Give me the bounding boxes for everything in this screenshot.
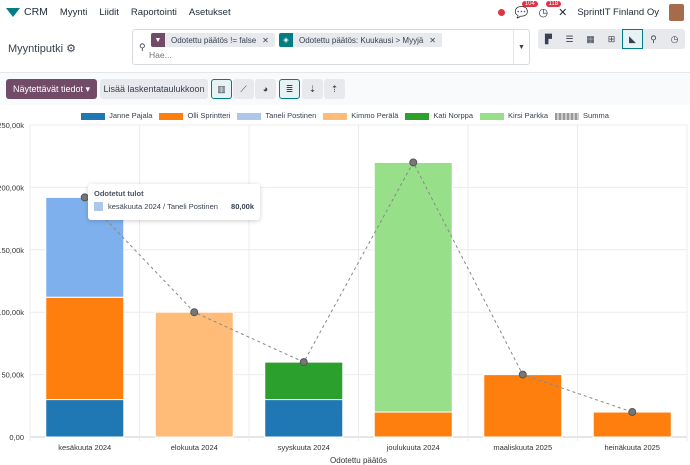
y-tick-label: 0,00 [9,433,24,442]
bar-segment [45,399,125,438]
legend-item[interactable]: Taneli Postinen [237,111,316,120]
app-logo[interactable]: CRM [6,6,48,18]
legend-swatch [323,112,348,120]
layers-icon: ◈ [279,33,293,47]
sum-point [299,358,308,367]
chart-tooltip: Odotetut tulot kesäkuuta 2024 / Taneli P… [88,184,260,220]
y-tick-label: 100,00k [0,308,24,317]
sum-point [628,408,637,417]
x-tick-label: kesäkuuta 2024 [58,443,111,452]
activities-badge: 118 [545,0,562,7]
x-tick-label: syyskuuta 2024 [278,443,330,452]
menu-myynti[interactable]: Myynti [59,6,88,18]
tooltip-value: 80,00k [231,202,254,211]
search-bar[interactable]: ⚲ ▼ Odotettu päätös != false ✕ ◈ Odotettu p… [132,29,530,65]
activities-icon[interactable]: ◷ 118 [539,0,562,19]
legend-item[interactable]: Summa [555,111,609,120]
legend-swatch [555,112,580,120]
app-name: CRM [24,6,48,18]
legend-label: Kimmo Perälä [351,111,399,120]
bar-segment [45,296,125,401]
search-input[interactable] [149,50,489,60]
line-chart-button[interactable]: ⟋ [233,79,254,99]
graph-view-button[interactable]: ◣ [622,29,643,49]
x-tick-label: maaliskuuta 2025 [493,443,552,452]
search-options-toggle[interactable]: ▼ [513,30,529,64]
groupby-facet[interactable]: ◈ Odotettu päätös: Kuukausi > Myyjä ✕ [279,33,442,47]
messages-badge: 104 [521,0,538,7]
legend-item[interactable]: Janne Pajala [81,111,152,120]
activity-view-button[interactable]: ◷ [670,33,679,44]
bar-segment [154,311,234,438]
list-view-button[interactable]: ☰ [565,33,574,44]
bar-segment [373,161,453,413]
legend-label: Janne Pajala [109,111,153,120]
stacked-button[interactable]: ≣ [279,79,300,99]
legend-swatch [237,112,262,120]
legend-swatch [405,112,430,120]
tooltip-label: kesäkuuta 2024 / Taneli Postinen [108,202,218,211]
sum-point [409,158,418,167]
bar-segment [592,411,672,438]
remove-facet-icon[interactable]: ✕ [262,35,269,45]
legend-label: Summa [583,111,609,120]
bar-segment [264,399,344,438]
y-tick-label: 50,00k [1,371,24,380]
y-tick-label: 200,00k [0,183,24,192]
legend-item[interactable]: Kimmo Perälä [323,111,398,120]
gear-icon[interactable]: ⚙ [66,43,76,55]
calendar-view-button[interactable]: ▦ [586,33,595,44]
legend-swatch [159,112,184,120]
pie-chart-button[interactable]: ◕ [255,79,276,99]
insert-spreadsheet-button[interactable]: Lisää laskentataulukkoon [100,79,208,99]
sort-descending-button[interactable]: ⇣ [302,79,323,99]
y-tick-label: 150,00k [0,246,24,255]
top-navbar: CRM Myynti Liidit Raportointi Asetukset … [0,0,690,24]
x-tick-label: heinäkuuta 2025 [605,443,660,452]
legend-label: Kirsi Parkka [508,111,549,120]
legend-swatch [81,112,106,120]
crm-logo-icon [6,7,20,17]
menu-asetukset[interactable]: Asetukset [188,6,231,18]
legend-swatch [480,112,505,120]
pivot-view-button[interactable]: ⊞ [607,33,616,44]
chart-legend: Janne Pajala Olli Sprintteri Taneli Postin… [0,111,690,120]
legend-item[interactable]: Kirsi Parkka [480,111,548,120]
x-tick-label: joulukuuta 2024 [386,443,440,452]
menu-raportointi[interactable]: Raportointi [130,6,177,18]
bar-chart-button[interactable]: ▥ [211,79,232,99]
legend-item[interactable]: Kati Norppa [405,111,473,120]
remove-facet-icon[interactable]: ✕ [429,35,436,45]
tools-icon[interactable]: ✕ [558,6,568,19]
menu-liidit[interactable]: Liidit [99,6,119,18]
avatar[interactable] [669,3,684,21]
legend-label: Taneli Postinen [265,111,317,120]
map-view-button[interactable]: ⚲ [650,33,657,44]
measures-dropdown[interactable]: Näytettävät tiedot ▾ [6,79,97,99]
x-axis-label: Odotettu päätös [330,456,387,465]
tooltip-swatch [94,202,103,211]
y-tick-label: 250,00k [0,121,24,130]
legend-item[interactable]: Olli Sprintteri [159,111,230,120]
legend-label: Olli Sprintteri [187,111,231,120]
legend-label: Kati Norppa [433,111,474,120]
company-switcher[interactable]: SprintIT Finland Oy [577,6,659,18]
tooltip-title: Odotetut tulot [94,189,144,198]
sum-point [190,308,199,317]
filter-facet[interactable]: ▼ Odotettu päätös != false ✕ [151,33,275,47]
filter-icon: ▼ [151,33,165,47]
search-icon: ⚲ [139,42,146,52]
bar-segment [373,411,453,438]
bar-segment [483,374,563,438]
messages-icon[interactable]: 💬 104 [515,0,538,19]
view-switcher: ▛ ☰ ▦ ⊞ ◣ ⚲ ◷ [538,29,685,49]
bar-segment [264,361,344,401]
sort-ascending-button[interactable]: ⇡ [324,79,345,99]
kanban-view-button[interactable]: ▛ [545,33,552,44]
status-dot-icon[interactable] [497,8,505,16]
x-tick-label: elokuuta 2024 [171,443,218,452]
sum-point [518,370,527,379]
page-title: Myyntiputki ⚙ [8,43,76,55]
